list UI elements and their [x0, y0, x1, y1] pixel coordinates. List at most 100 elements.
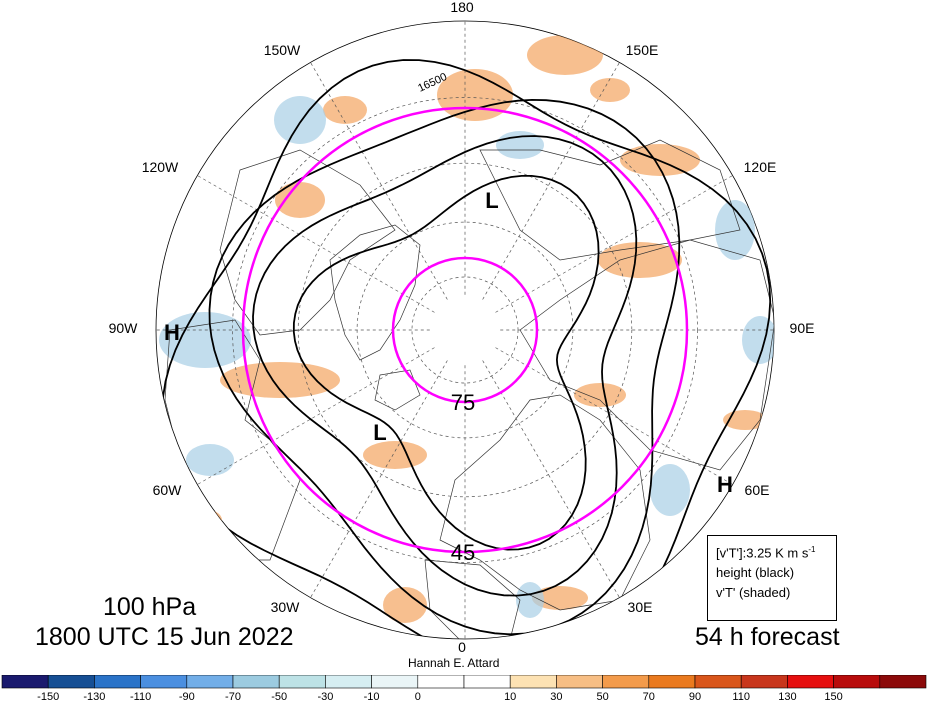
colorbar-tick-label: 70: [643, 691, 655, 702]
coastline: [439, 394, 651, 611]
positive-flux-shading: [574, 383, 626, 407]
positive-flux-shading: [598, 242, 682, 278]
forecast-hour-title: 54 h forecast: [695, 623, 840, 651]
colorbar-cell: [47, 675, 95, 689]
colorbar-cell: [556, 675, 603, 689]
colorbar-cell: [417, 675, 465, 689]
colorbar-tick-label: 90: [689, 691, 701, 702]
colorbar-cell: [94, 675, 141, 689]
high-pressure-center: H: [717, 472, 733, 497]
positive-flux-shading: [275, 182, 325, 218]
low-pressure-center: L: [485, 188, 498, 213]
colorbar-cell: [602, 675, 650, 689]
meridian-line: [495, 347, 733, 485]
negative-flux-shading: [496, 131, 544, 159]
positive-flux-shading: [363, 441, 427, 469]
legend-flux-scale: [v'T']:3.25 K m s-1: [716, 545, 816, 561]
colorbar-cell: [509, 675, 557, 689]
negative-flux-shading: [715, 200, 755, 260]
coastline: [329, 224, 421, 361]
latitude-circle: [411, 276, 519, 384]
colorbar-tick-label: -30: [317, 691, 333, 702]
colorbar-tick-label: -50: [271, 691, 287, 702]
colorbar-tick-label: 130: [778, 691, 796, 702]
valid-time-title: 1800 UTC 15 Jun 2022: [35, 623, 294, 651]
colorbar-cell: [648, 675, 696, 689]
positive-flux-shading: [590, 78, 630, 102]
colorbar-cell: [879, 675, 927, 689]
map-legend-box: [v'T']:3.25 K m s-1 height (black) v'T' …: [707, 535, 837, 621]
latitude-label: 45: [451, 540, 475, 565]
highlight-circle-75n: [391, 256, 539, 404]
positive-flux-shading: [527, 35, 603, 75]
legend-shaded-label: v'T' (shaded): [716, 585, 791, 601]
pressure-level-title: 100 hPa: [103, 593, 197, 621]
latitude-label: 75: [451, 390, 475, 415]
colorbar-cell: [833, 675, 881, 689]
legend-height-label: height (black): [716, 565, 795, 581]
negative-flux-shading: [274, 96, 326, 144]
negative-flux-shading: [516, 582, 544, 618]
longitude-label: 90E: [790, 320, 815, 336]
colorbar-tick-label: -90: [179, 691, 195, 702]
latitude-circle: [232, 97, 698, 563]
height-contour: [292, 175, 600, 551]
coastline: [219, 149, 396, 336]
meridian-line: [197, 347, 435, 485]
negative-flux-shading: [650, 464, 690, 516]
negative-flux-shading: [159, 312, 251, 368]
height-contour: [208, 98, 681, 636]
meridian-line: [482, 360, 620, 598]
colorbar-cell: [140, 675, 188, 689]
colorbar-cell: [740, 675, 788, 689]
positive-flux-shading: [323, 96, 367, 124]
positive-flux-shading: [383, 587, 427, 623]
longitude-label: 120W: [142, 159, 179, 175]
colorbar-tick-label: -70: [225, 691, 241, 702]
negative-flux-shading: [742, 316, 774, 364]
longitude-label: 60W: [153, 482, 183, 498]
colorbar-tick-label: -150: [37, 691, 59, 702]
meridian-line: [482, 62, 620, 300]
positive-flux-shading: [178, 508, 222, 532]
colorbar-tick-label: 10: [504, 691, 516, 702]
positive-flux-shading: [437, 69, 513, 121]
low-pressure-center: L: [373, 420, 386, 445]
colorbar-tick-label: 50: [596, 691, 608, 702]
longitude-label: 0: [458, 639, 466, 655]
colorbar-cell: [186, 675, 234, 689]
longitude-label: 30W: [271, 599, 301, 615]
longitude-label: 90W: [109, 320, 139, 336]
colorbar-tick-label: -110: [130, 691, 151, 702]
author-credit: Hannah E. Attard: [408, 656, 500, 670]
colorbar-tick-label: 30: [550, 691, 562, 702]
colorbar-tick-label: -130: [83, 691, 105, 702]
longitude-label: 120E: [744, 159, 777, 175]
positive-flux-shading: [532, 586, 588, 610]
high-pressure-center: H: [164, 320, 180, 345]
colorbar-tick-label: 110: [732, 691, 750, 702]
colorbar-cell: [463, 675, 511, 689]
colorbar-cell: [278, 675, 326, 689]
longitude-label: 30E: [628, 599, 653, 615]
coastline: [479, 139, 741, 261]
negative-flux-shading: [186, 444, 234, 476]
colorbar-cell: [371, 675, 419, 689]
longitude-label: 150E: [626, 42, 659, 58]
colorbar-cell: [694, 675, 742, 689]
meridian-line: [197, 175, 435, 313]
longitude-label: 180: [450, 0, 474, 15]
colorbar-tick-label: 150: [824, 691, 842, 702]
colorbar-cell: [232, 675, 280, 689]
highlight-circle-45n: [241, 106, 689, 554]
coastline: [519, 239, 774, 471]
colorbar-tick-label: -10: [364, 691, 380, 702]
meridian-line: [495, 175, 733, 313]
colorbar: -150 -130 -110 -90 -70 -50 -30 -10 0 10 30 50 70 90 11…: [1, 675, 927, 702]
colorbar-cell: [325, 675, 372, 689]
longitude-label: 60E: [745, 482, 770, 498]
colorbar-tick-label: 0: [415, 691, 421, 702]
colorbar-cell: [787, 675, 834, 689]
latitude-circle: [297, 162, 633, 498]
